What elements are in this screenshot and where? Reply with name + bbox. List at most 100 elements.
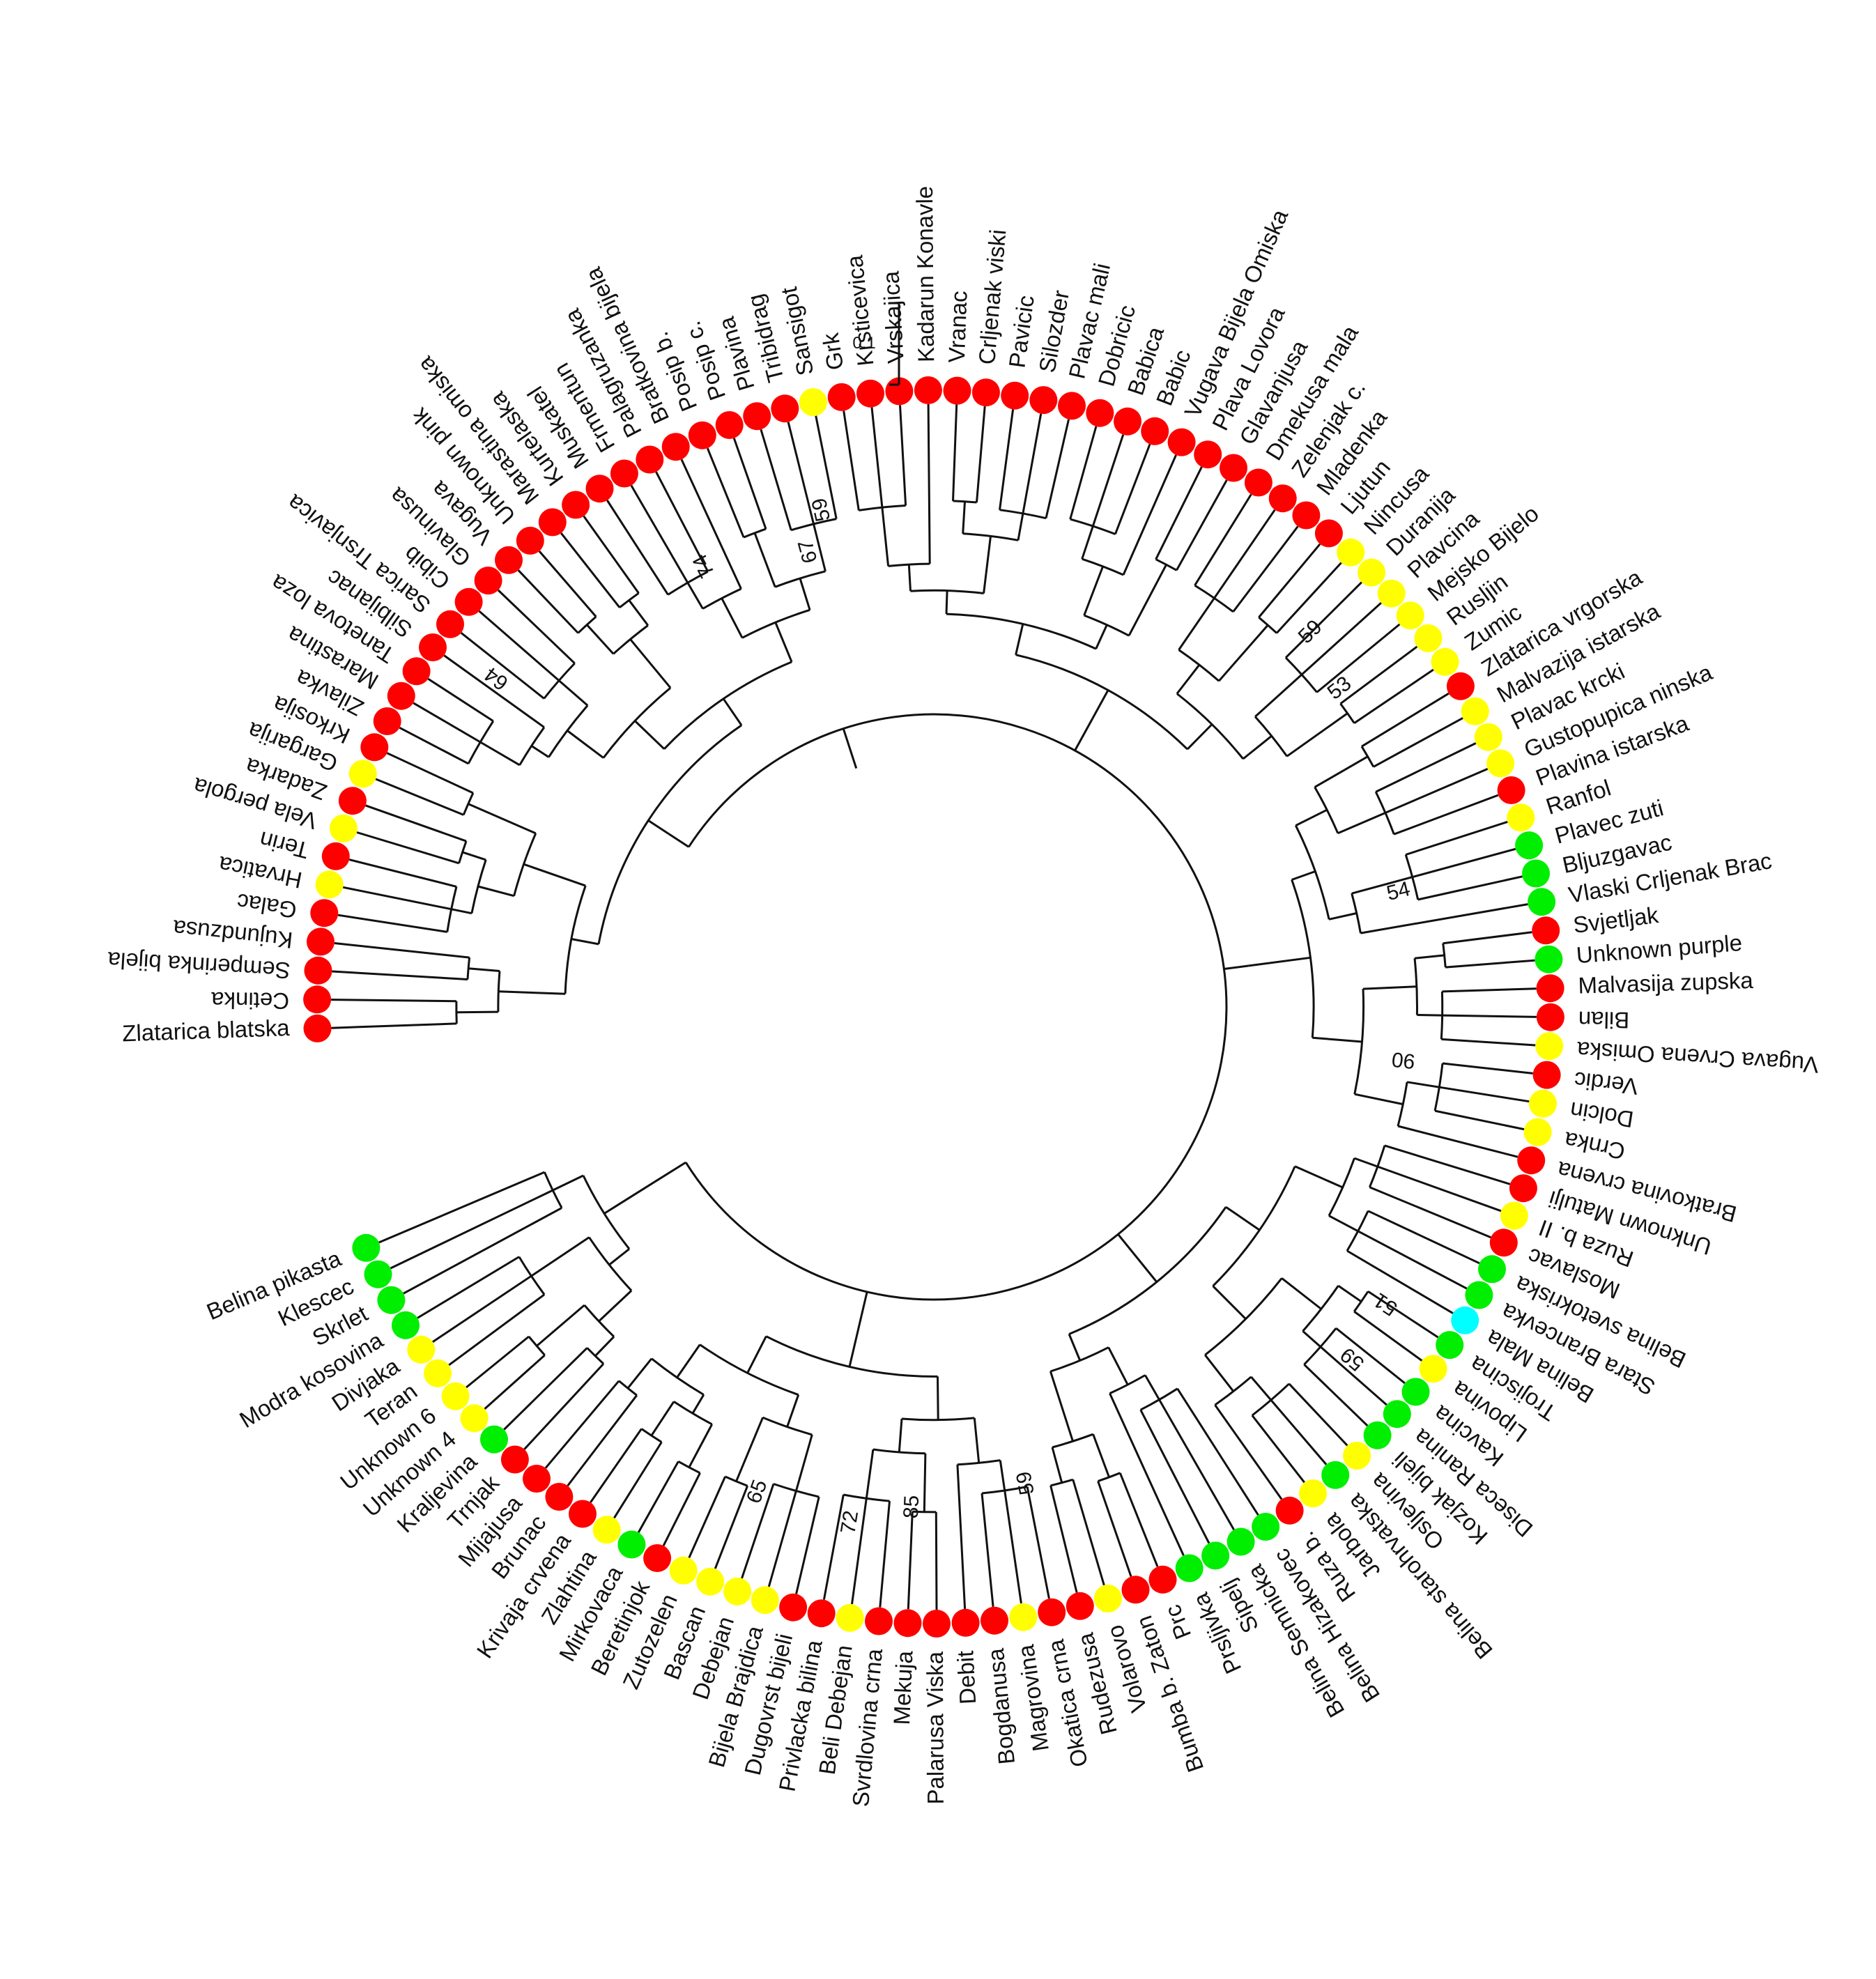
tip-dot [771,394,799,423]
internal-branch [721,597,744,638]
tip-dot [402,657,431,686]
tip-dot [1148,1565,1177,1594]
tip-branch [337,914,448,933]
tree-branches [331,403,1537,1610]
internal-arc [724,1475,748,1487]
tip-dot [1528,888,1556,916]
bootstrap-label: 59 [808,496,835,524]
tip-branch [567,1394,638,1487]
tip-branch [1353,1310,1423,1362]
tip-branch [1360,903,1528,934]
internal-branch [586,624,615,655]
tip-dot [943,376,971,405]
internal-branch [647,819,669,835]
tip-branch [399,726,469,765]
tip-branch [1369,1186,1491,1239]
tip-dot [1401,1378,1430,1406]
internal-branch [794,1434,813,1492]
internal-arc [466,957,471,980]
tip-branch [1412,847,1516,879]
internal-branch [650,1401,675,1437]
internal-arc [774,570,826,588]
tip-branch [466,1335,530,1389]
tip-dot [1522,859,1550,888]
tip-branch [1367,1210,1480,1265]
tip-label: Debit [952,1650,981,1705]
tip-dot [516,526,544,555]
tip-branch [1417,875,1523,901]
root-arc [684,713,1228,1301]
tip-branch [1358,1230,1468,1290]
tip-dot [1396,601,1424,630]
tip-dot [480,1425,508,1454]
tip-dot [1500,1201,1528,1230]
internal-arc [544,1171,563,1209]
internal-arc [667,570,709,596]
tip-dot [1194,440,1222,469]
tip-branch [365,804,467,842]
internal-branch [479,741,521,767]
tip-branch [688,1476,726,1559]
tip-dot [304,956,332,985]
tip-branch [1176,479,1228,571]
tip-branch [1442,1062,1533,1075]
tip-dot [779,1593,808,1622]
tip-dot [1517,1146,1546,1175]
tip-dot [360,733,389,762]
tip-label: Svjetljak [1571,902,1660,938]
internal-arc [872,1448,925,1455]
internal-arc [613,624,649,655]
bootstrap-label: 64 [480,663,513,695]
internal-branch [907,564,912,592]
internal-branch [881,507,890,567]
internal-branch [1140,1262,1158,1283]
internal-arc [518,726,546,766]
internal-branch [1015,624,1024,656]
internal-branch [691,1394,705,1415]
internal-branch [629,638,672,689]
internal-arc [1442,943,1447,968]
tip-branch [1377,1165,1502,1212]
tip-branch [843,410,860,511]
internal-branch [1017,513,1024,541]
tip-label: Dolcin [1568,1098,1635,1133]
tip-branch [1300,601,1382,676]
tip-branch [815,415,838,519]
tip-dot [352,1233,380,1262]
internal-arc [1082,557,1124,576]
tip-branch [879,1500,891,1608]
tip-dot [495,546,523,574]
tip-branch [460,632,545,700]
internal-branch [1107,1346,1129,1385]
tip-branch [760,429,792,531]
tip-label: Cetinka [210,987,289,1014]
tip-branch [523,1363,605,1450]
tip-branch [1319,1346,1387,1406]
tip-dot [723,1577,752,1605]
internal-arc [1351,893,1362,934]
tip-dots [303,376,1564,1638]
tip-label: Mekuja [889,1650,918,1725]
internal-branch [676,1343,701,1378]
tip-dot [419,633,447,661]
tip-branch [1442,987,1537,993]
tip-branch [1434,1109,1525,1131]
tip-dot [1419,1355,1447,1383]
tip-dot [315,870,344,899]
internal-arc [765,1335,938,1378]
internal-branch [598,1290,633,1323]
tip-dot [474,567,502,595]
internal-branch [848,1315,863,1367]
tip-branch [348,858,457,888]
tip-branch [606,500,669,596]
tip-branch [560,532,621,608]
tip-branch [741,1484,775,1579]
tip-dot [310,899,339,927]
internal-branch [774,622,793,663]
clade-stem [654,1161,686,1183]
tip-branch [517,569,579,634]
tip-dot [661,433,690,461]
internal-branch [686,582,704,610]
tip-dot [1363,1421,1392,1449]
